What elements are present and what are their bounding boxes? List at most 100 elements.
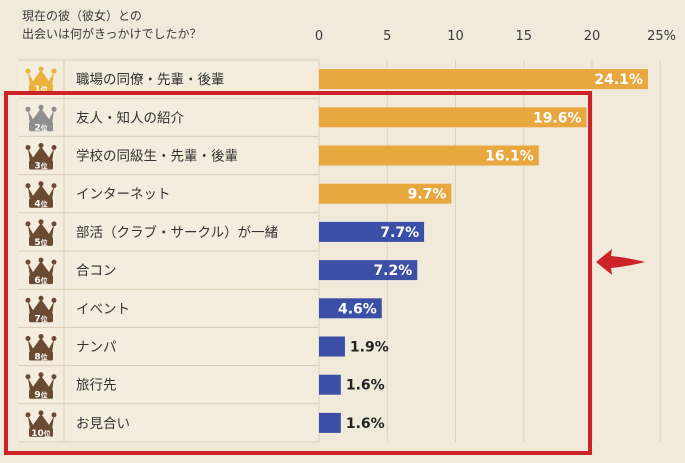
category-label: お見合い bbox=[76, 416, 130, 432]
ranking-row: 2位 友人・知人の紹介 19.6% bbox=[18, 98, 587, 137]
rank-number: 3位 bbox=[34, 162, 47, 172]
bar bbox=[319, 145, 539, 166]
x-tick-label: 5 bbox=[383, 29, 391, 44]
category-label: イベント bbox=[76, 301, 130, 317]
category-label: インターネット bbox=[76, 187, 171, 203]
rank-number: 1位 bbox=[34, 85, 47, 95]
value-label: 24.1% bbox=[594, 72, 643, 88]
crown-icon bbox=[25, 221, 31, 227]
crown-icon bbox=[38, 257, 44, 263]
crown-icon bbox=[29, 84, 53, 94]
crown-icon bbox=[29, 236, 53, 246]
value-label: 19.6% bbox=[533, 110, 582, 126]
crown-icon bbox=[28, 413, 54, 430]
crown-icon bbox=[38, 181, 44, 187]
crown-icon bbox=[25, 374, 31, 380]
crown-icon bbox=[51, 145, 57, 150]
crown-icon bbox=[51, 68, 57, 74]
crown-icon bbox=[28, 108, 54, 125]
rank-number: 5位 bbox=[34, 238, 47, 248]
crown-icon bbox=[38, 143, 44, 148]
ranking-row: 4位 インターネット 9.7% bbox=[18, 174, 452, 214]
category-label: 旅行先 bbox=[76, 378, 117, 394]
x-tick-label: 25% bbox=[647, 29, 676, 44]
bar bbox=[319, 412, 341, 433]
crown-icon bbox=[25, 106, 31, 112]
bar bbox=[319, 260, 418, 281]
crown-icon bbox=[28, 261, 54, 278]
crown-icon bbox=[38, 295, 44, 301]
category-label: 友人・知人の紹介 bbox=[76, 109, 184, 126]
rank-number: 4位 bbox=[34, 200, 47, 210]
crown-icon bbox=[51, 412, 57, 418]
crown-icon bbox=[51, 297, 57, 303]
crown-icon bbox=[51, 221, 57, 227]
crown-icon bbox=[25, 412, 31, 418]
bar bbox=[319, 298, 382, 319]
rank-number: 7位 bbox=[34, 314, 47, 324]
question-title-line2: 出会いは何がきっかけでしたか？ bbox=[22, 27, 202, 41]
rank-number: 8位 bbox=[34, 353, 47, 363]
rank-number: 2位 bbox=[34, 123, 47, 133]
crown-icon bbox=[25, 183, 31, 189]
bar bbox=[319, 183, 452, 204]
crown-icon bbox=[28, 184, 54, 201]
ranking-row: 10位 お見合い 1.6% bbox=[18, 403, 385, 443]
category-label: 学校の同級生・先輩・後輩 bbox=[76, 148, 238, 165]
value-label: 7.2% bbox=[373, 263, 412, 279]
value-label: 1.9% bbox=[350, 340, 389, 356]
bar bbox=[319, 336, 345, 357]
bar bbox=[319, 221, 425, 242]
value-label: 9.7% bbox=[408, 187, 447, 203]
crown-icon bbox=[29, 389, 53, 399]
crown-icon bbox=[51, 374, 57, 380]
crown-icon bbox=[38, 372, 44, 378]
crown-icon bbox=[25, 145, 31, 150]
crown-icon bbox=[51, 183, 57, 189]
rank-number: 6位 bbox=[34, 276, 47, 286]
crown-icon bbox=[51, 259, 57, 265]
crown-icon bbox=[29, 160, 53, 170]
ranking-row: 6位 合コン 7.2% bbox=[18, 251, 418, 290]
crown-icon bbox=[28, 146, 54, 163]
crown-icon bbox=[28, 375, 54, 392]
x-tick-label: 10 bbox=[447, 29, 464, 44]
x-tick-label: 20 bbox=[584, 29, 601, 44]
x-tick-label: 0 bbox=[315, 29, 323, 44]
crown-icon bbox=[29, 427, 53, 437]
rank-number: 10位 bbox=[31, 429, 51, 439]
value-label: 1.6% bbox=[346, 378, 385, 394]
highlight-box bbox=[4, 91, 592, 455]
crown-icon bbox=[51, 106, 57, 112]
crown-icon bbox=[25, 336, 31, 341]
crown-icon bbox=[25, 297, 31, 303]
crown-icon bbox=[38, 334, 44, 339]
ranking-row: 5位 部活（クラブ・サークル）が一緒 7.7% bbox=[18, 212, 425, 252]
value-label: 7.7% bbox=[380, 225, 419, 241]
category-label: 職場の同僚・先輩・後輩 bbox=[76, 72, 225, 88]
x-tick-label: 15 bbox=[515, 29, 532, 44]
value-label: 4.6% bbox=[338, 301, 377, 317]
bar bbox=[319, 69, 648, 90]
rank-number: 9位 bbox=[34, 391, 47, 401]
ranking-row: 3位 学校の同級生・先輩・後輩 16.1% bbox=[18, 136, 539, 176]
bar bbox=[319, 374, 341, 395]
crown-icon bbox=[29, 313, 53, 323]
value-label: 1.6% bbox=[346, 416, 385, 432]
crown-icon bbox=[38, 104, 44, 110]
arrow-left-icon bbox=[596, 249, 645, 275]
question-title-line1: 現在の彼（彼女）との bbox=[22, 9, 142, 23]
crown-icon bbox=[28, 299, 54, 316]
crown-icon bbox=[28, 337, 54, 354]
bar bbox=[319, 107, 587, 128]
crown-icon bbox=[29, 122, 53, 132]
crown-icon bbox=[38, 410, 44, 416]
crown-icon bbox=[51, 336, 57, 341]
category-label: 部活（クラブ・サークル）が一緒 bbox=[76, 224, 279, 241]
crown-icon bbox=[25, 68, 31, 74]
crown-icon bbox=[28, 70, 54, 87]
category-label: ナンパ bbox=[76, 340, 117, 356]
crown-icon bbox=[38, 66, 44, 72]
